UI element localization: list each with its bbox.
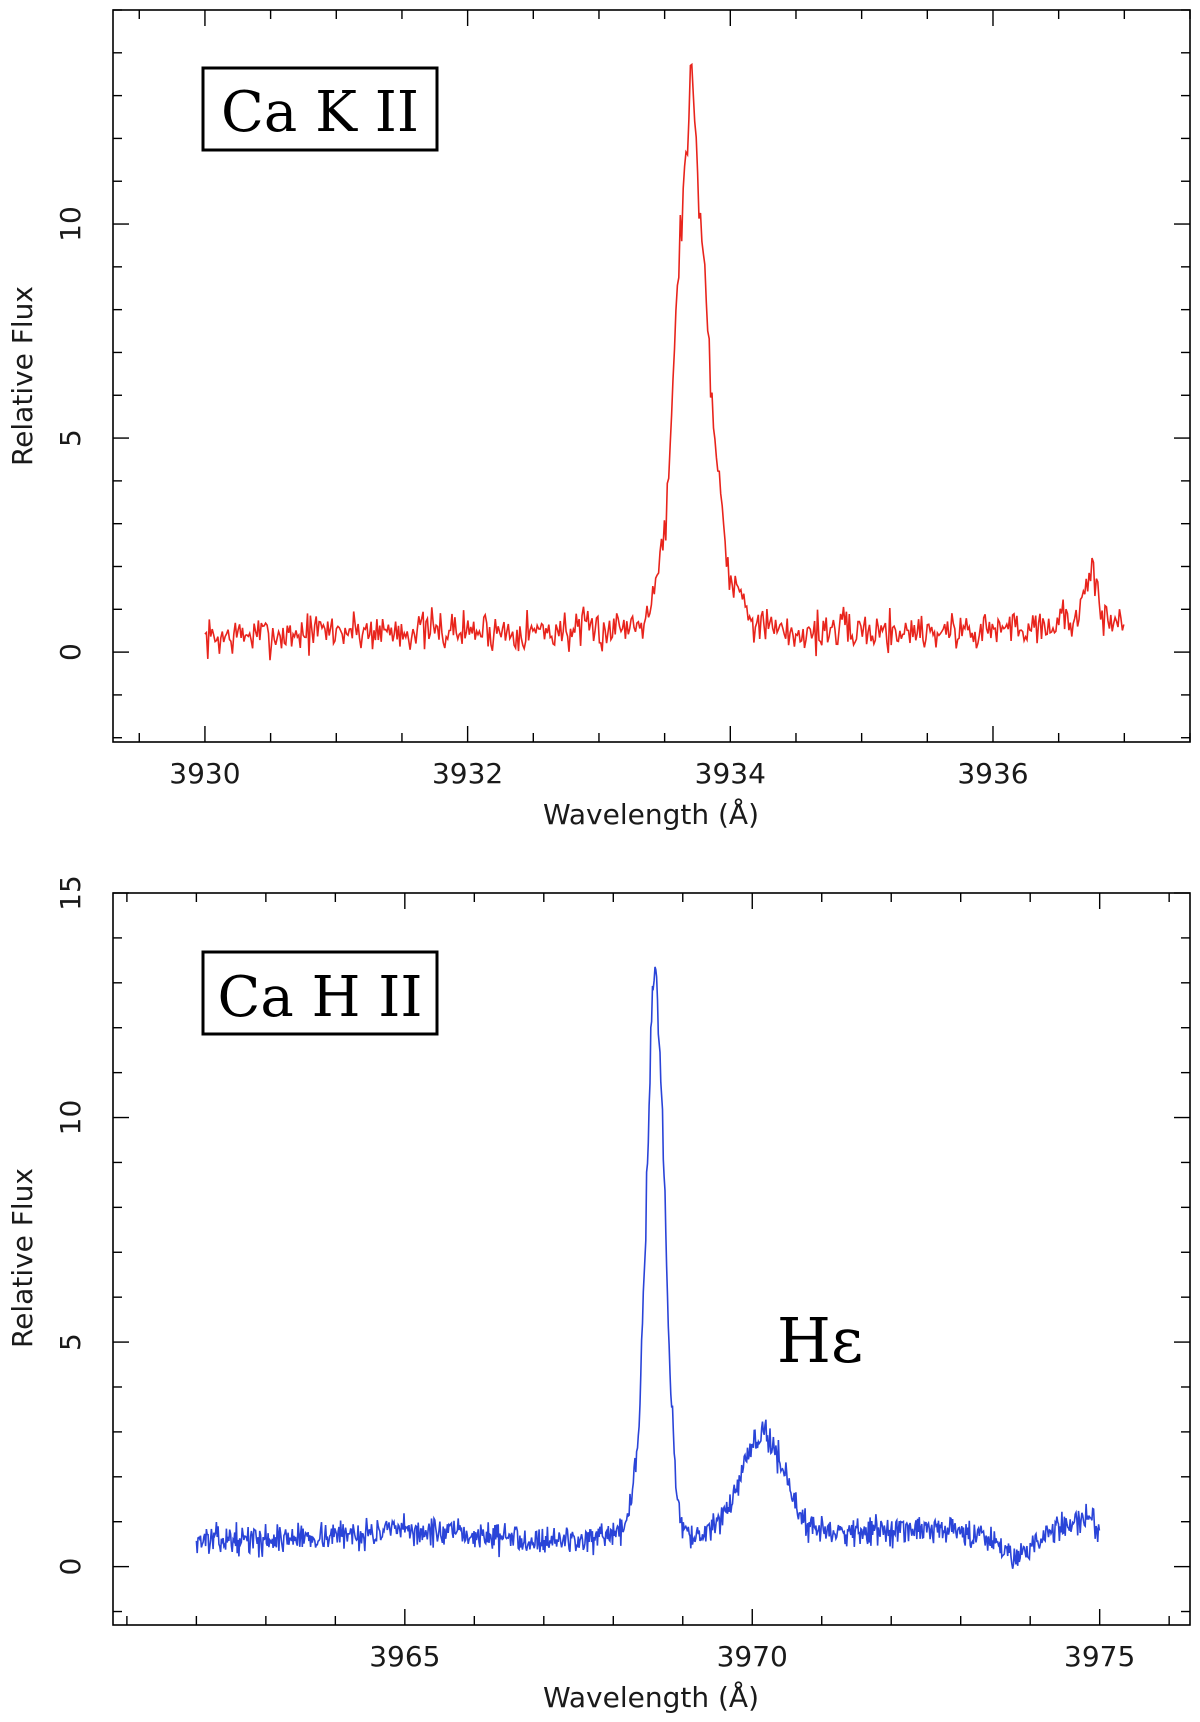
- y-tick-label: 0: [54, 1558, 87, 1576]
- panel-ca-k-ticks: [113, 9, 1191, 742]
- panel-ca-k-label-box: Ca K II: [201, 66, 439, 152]
- panel-ca-k-y-tick-labels: 0 5 10: [54, 206, 87, 661]
- panel-ca-k-x-axis-label: Wavelength (Å): [543, 797, 759, 831]
- y-tick-label: 15: [54, 875, 87, 911]
- panel-ca-k-frame: [112, 9, 1191, 743]
- panel-ca-k-y-axis-label: Relative Flux: [6, 286, 39, 466]
- panel-ca-h: 3965 3970 3975 0 5 10 15 Wavelength (Å) Relat…: [6, 875, 1191, 1714]
- panel-ca-k-series-line: [204, 62, 1125, 661]
- x-tick-label: 3930: [169, 757, 240, 790]
- y-tick-label: 5: [54, 1333, 87, 1351]
- y-tick-label: 10: [54, 206, 87, 242]
- panel-ca-h-label-box: Ca H II: [201, 950, 439, 1036]
- panel-ca-h-y-tick-labels: 0 5 10 15: [54, 875, 87, 1575]
- x-tick-label: 3934: [695, 757, 766, 790]
- x-tick-label: 3965: [369, 1640, 440, 1673]
- panel-ca-h-ticks: [113, 892, 1190, 1625]
- y-tick-label: 10: [54, 1100, 87, 1136]
- x-tick-label: 3975: [1064, 1640, 1135, 1673]
- panel-ca-h-label: Ca H II: [218, 965, 423, 1030]
- x-tick-label: 3970: [717, 1640, 788, 1673]
- y-tick-label: 5: [54, 429, 87, 447]
- panel-ca-k-label: Ca K II: [221, 80, 419, 145]
- panel-ca-h-x-axis-label: Wavelength (Å): [543, 1680, 759, 1714]
- y-tick-label: 0: [54, 643, 87, 661]
- panel-ca-h-y-axis-label: Relative Flux: [6, 1168, 39, 1348]
- panel-ca-h-frame: [112, 892, 1191, 1626]
- panel-ca-k-label-frame: [201, 66, 439, 152]
- panel-ca-k: 3930 3932 3934 3936 0 5 10 Wavelength (Å) Rel…: [6, 9, 1191, 831]
- panel-ca-h-series-line: [195, 966, 1101, 1569]
- panel-ca-h-x-tick-labels: 3965 3970 3975: [369, 1640, 1135, 1673]
- x-tick-label: 3936: [957, 757, 1028, 790]
- h-epsilon-annotation: Hε: [777, 1304, 863, 1377]
- x-tick-label: 3932: [432, 757, 503, 790]
- panel-ca-k-x-tick-labels: 3930 3932 3934 3936: [169, 757, 1028, 790]
- panel-ca-h-label-frame: [201, 950, 439, 1036]
